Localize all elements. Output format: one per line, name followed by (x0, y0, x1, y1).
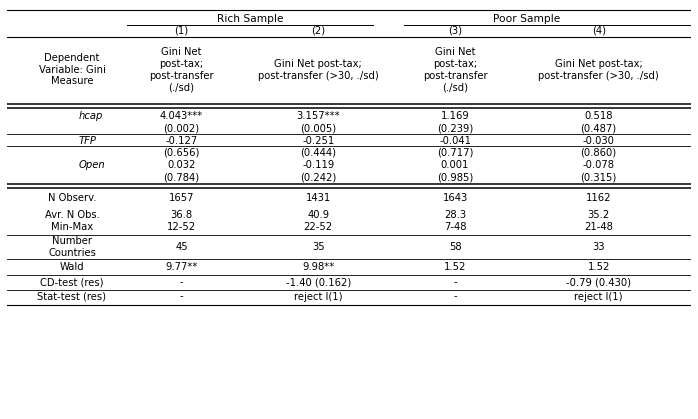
Text: -1.40 (0.162): -1.40 (0.162) (285, 277, 351, 287)
Text: Stat-test (res): Stat-test (res) (38, 292, 107, 302)
Text: Wald: Wald (59, 262, 84, 272)
Text: -0.127: -0.127 (165, 135, 198, 145)
Text: 1431: 1431 (306, 194, 331, 203)
Text: 7-48: 7-48 (444, 222, 466, 232)
Text: 36.8: 36.8 (170, 210, 193, 220)
Text: Gini Net post-tax;
post-transfer (>30, ./sd): Gini Net post-tax; post-transfer (>30, .… (258, 59, 378, 81)
Text: (0.239): (0.239) (437, 124, 473, 134)
Text: (3): (3) (448, 26, 462, 36)
Text: Number
Countries: Number Countries (48, 236, 96, 258)
Text: 1.169: 1.169 (440, 111, 469, 121)
Text: TFP: TFP (79, 135, 97, 145)
Text: (0.784): (0.784) (163, 172, 200, 182)
Text: 9.77**: 9.77** (165, 262, 198, 272)
Text: 21-48: 21-48 (584, 222, 613, 232)
Text: 3.157***: 3.157*** (297, 111, 340, 121)
Text: (0.002): (0.002) (163, 124, 200, 134)
Text: 33: 33 (593, 242, 605, 252)
Text: (0.242): (0.242) (300, 172, 336, 182)
Text: -0.078: -0.078 (583, 160, 615, 170)
Text: 35.2: 35.2 (588, 210, 610, 220)
Text: (1): (1) (174, 26, 188, 36)
Text: 35: 35 (312, 242, 325, 252)
Text: -: - (179, 292, 183, 302)
Text: hcap: hcap (79, 111, 103, 121)
Text: Gini Net
post-tax;
post-transfer
(./sd): Gini Net post-tax; post-transfer (./sd) (149, 47, 214, 92)
Text: 1.52: 1.52 (588, 262, 610, 272)
Text: 0.032: 0.032 (168, 160, 195, 170)
Text: 4.043***: 4.043*** (160, 111, 203, 121)
Text: 0.518: 0.518 (584, 111, 613, 121)
Text: 28.3: 28.3 (444, 210, 466, 220)
Text: -0.251: -0.251 (302, 135, 334, 145)
Text: Avr. N Obs.: Avr. N Obs. (45, 210, 99, 220)
Text: N Observ.: N Observ. (47, 194, 96, 203)
Text: 1.52: 1.52 (444, 262, 466, 272)
Text: reject I(1): reject I(1) (574, 292, 623, 302)
Text: (0.487): (0.487) (581, 124, 617, 134)
Text: -0.79 (0.430): -0.79 (0.430) (566, 277, 631, 287)
Text: CD-test (res): CD-test (res) (40, 277, 104, 287)
Text: -0.119: -0.119 (302, 160, 334, 170)
Text: Rich Sample: Rich Sample (216, 13, 283, 23)
Text: 1643: 1643 (443, 194, 468, 203)
Text: -0.030: -0.030 (583, 135, 615, 145)
Text: -: - (453, 277, 456, 287)
Text: Gini Net post-tax;
post-transfer (>30, ./sd): Gini Net post-tax; post-transfer (>30, .… (538, 59, 659, 81)
Text: Open: Open (79, 160, 105, 170)
Text: 58: 58 (449, 242, 461, 252)
Text: 45: 45 (175, 242, 188, 252)
Text: (4): (4) (592, 26, 606, 36)
Text: 40.9: 40.9 (307, 210, 329, 220)
Text: (0.005): (0.005) (300, 124, 336, 134)
Text: (0.860): (0.860) (581, 148, 617, 158)
Text: Poor Sample: Poor Sample (493, 13, 560, 23)
Text: (0.315): (0.315) (581, 172, 617, 182)
Text: 12-52: 12-52 (167, 222, 196, 232)
Text: 0.001: 0.001 (441, 160, 469, 170)
Text: -0.041: -0.041 (439, 135, 471, 145)
Text: Min-Max: Min-Max (51, 222, 93, 232)
Text: (0.444): (0.444) (300, 148, 336, 158)
Text: reject I(1): reject I(1) (294, 292, 343, 302)
Text: -: - (179, 277, 183, 287)
Text: 1657: 1657 (169, 194, 194, 203)
Text: (2): (2) (311, 26, 325, 36)
Text: Dependent
Variable: Gini
Measure: Dependent Variable: Gini Measure (38, 53, 105, 86)
Text: 1162: 1162 (586, 194, 611, 203)
Text: (0.656): (0.656) (163, 148, 200, 158)
Text: Gini Net
post-tax;
post-transfer
(./sd): Gini Net post-tax; post-transfer (./sd) (423, 47, 487, 92)
Text: 22-52: 22-52 (304, 222, 333, 232)
Text: (0.717): (0.717) (437, 148, 473, 158)
Text: -: - (453, 292, 456, 302)
Text: 9.98**: 9.98** (302, 262, 334, 272)
Text: (0.985): (0.985) (437, 172, 473, 182)
